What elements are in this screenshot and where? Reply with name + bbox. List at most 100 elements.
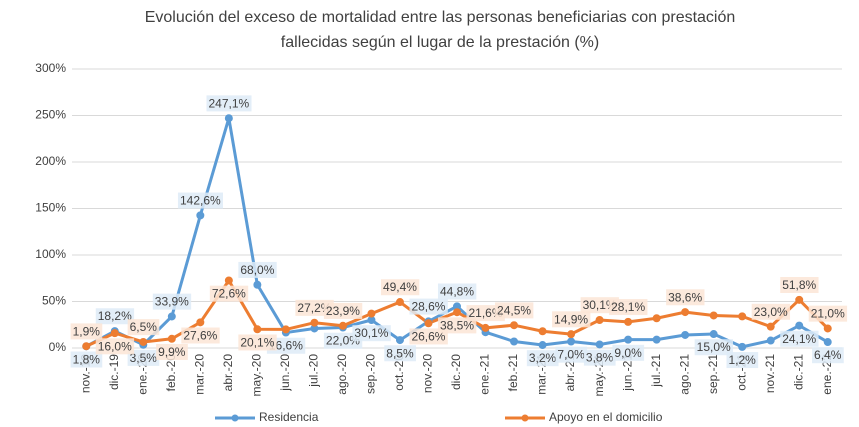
data-label-group: 30,1% [352,325,391,342]
data-label: 15,0% [697,340,731,354]
data-label-bg [70,351,103,368]
data-label-group: 1,2% [726,352,759,369]
data-point [766,322,775,331]
data-label-group: 23,0% [751,303,791,320]
data-label-bg [780,276,819,293]
y-tick-label: 0% [49,340,67,354]
x-tick-label: jul.-20 [307,354,321,388]
data-point [681,330,690,339]
data-label-group: 24,1% [780,330,819,347]
x-tick-label: ago.-21 [677,354,691,395]
data-label: 26,6% [411,329,445,343]
data-label-bg [95,338,135,355]
data-label: 9,9% [158,345,186,359]
data-label: 3,2% [529,351,557,365]
data-point [224,276,233,285]
data-label-bg [555,346,588,363]
data-label: 27,6% [183,329,217,343]
data-label-group: 51,8% [780,276,819,293]
data-label-group: 8,5% [384,345,416,362]
data-label: 51,8% [782,278,816,292]
data-label: 18,2% [98,309,132,323]
data-point [395,336,404,345]
x-tick-label: may.-20 [250,354,264,397]
data-label-group: 38,6% [666,289,705,306]
data-point [738,342,747,351]
data-label: 33,9% [155,295,189,309]
data-point [167,312,176,321]
data-label-bg [409,298,448,315]
data-label: 247,1% [209,96,250,110]
data-point [367,309,376,318]
x-tick-label: jun.-21 [620,354,634,392]
legend-marker [521,414,529,422]
chart-title: fallecidas según el lugar de la prestaci… [281,34,599,51]
y-tick-label: 300% [35,61,66,75]
data-label-group: 247,1% [206,95,252,112]
data-point [795,321,804,330]
data-label-group: 9,9% [156,343,188,360]
x-tick-label: dic.-19 [107,354,121,390]
data-point [224,114,233,123]
data-label-group: 21,0% [808,305,848,322]
x-tick-label: jul.-21 [649,354,663,388]
x-tick-label: oct.-20 [392,354,406,391]
data-label-group: 28,1% [609,299,648,316]
data-label: 7,0% [557,348,585,362]
data-label-bg [238,334,277,351]
data-label: 1,8% [73,352,101,366]
data-label-bg [95,308,135,325]
x-tick-label: sep.-20 [364,354,378,394]
data-point [738,312,747,321]
chart-title: Evolución del exceso de mortalidad entre… [145,9,736,26]
data-point [823,324,832,333]
data-label-group: 20,1% [238,334,277,351]
data-label-bg [583,349,616,366]
data-point [510,321,519,330]
data-label-group: 7,0% [555,346,588,363]
x-tick-label: dic.-20 [449,354,463,390]
data-label: 28,6% [411,300,445,314]
data-label-bg [209,285,249,302]
data-point [624,335,633,344]
data-label-bg [238,261,277,278]
x-tick-label: abr.-21 [563,354,577,392]
data-label: 72,6% [212,287,246,301]
data-label-group: 28,6% [409,298,448,315]
data-point [253,280,262,289]
data-label: 68,0% [240,263,274,277]
x-tick-label: jun.-20 [278,354,292,392]
data-point [567,337,576,346]
y-tick-label: 50% [42,294,66,308]
data-point [196,211,205,220]
data-label: 20,1% [240,335,274,349]
data-label-bg [552,311,591,328]
data-label-group: 38,5% [437,317,477,334]
data-point [567,330,576,339]
data-label-bg [666,289,705,306]
data-label: 3,8% [586,351,614,365]
data-label-bg [612,344,645,361]
data-label: 49,4% [383,280,417,294]
x-tick-label: dic.-21 [791,354,805,390]
legend-marker [231,414,239,422]
data-point [196,318,205,327]
data-label-bg [751,303,791,320]
data-point [481,323,490,332]
data-point [766,336,775,345]
data-label-group: 9,0% [612,344,645,361]
data-label: 23,0% [754,305,788,319]
data-label-bg [380,279,420,296]
data-point [310,318,319,327]
data-label-group: 142,6% [177,192,224,209]
x-tick-label: ene.-21 [478,354,492,395]
x-tick-label: nov.-21 [763,354,777,393]
data-label: 16,6% [269,339,303,353]
data-label-bg [384,345,416,362]
data-label-bg [352,325,391,342]
data-label-group: 6,5% [127,319,160,336]
data-point [823,338,832,347]
data-label-bg [70,323,103,340]
data-point [510,337,519,346]
